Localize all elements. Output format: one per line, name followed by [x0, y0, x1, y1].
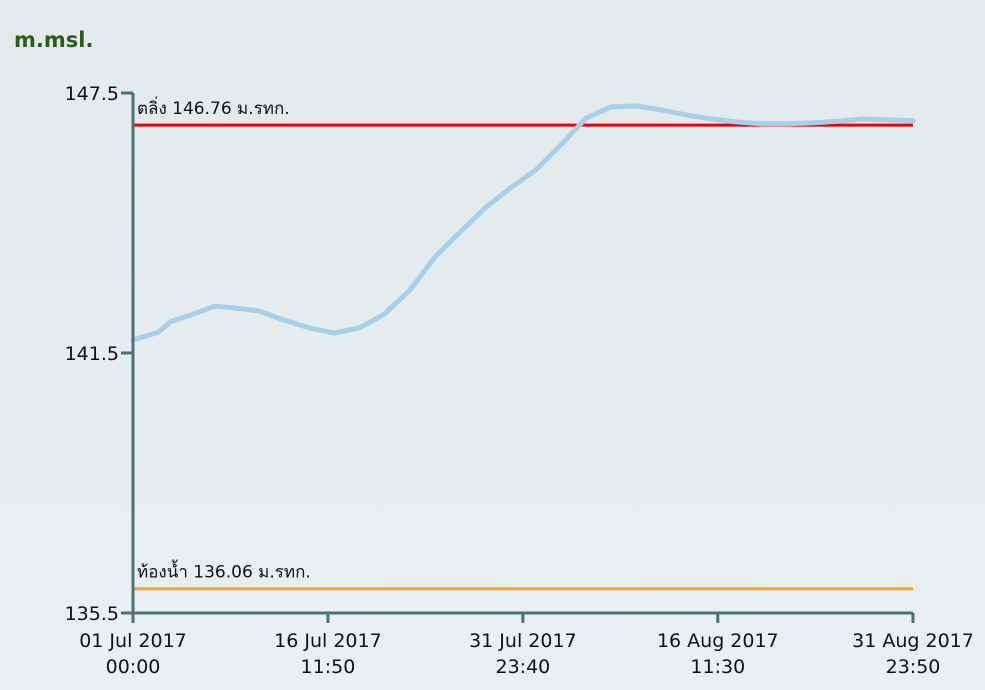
y-axis-label: m.msl. — [14, 28, 93, 52]
data-line — [130, 103, 916, 343]
threshold-label: ตลิ่ง 146.76 ม.รทก. — [137, 96, 290, 119]
x-tick-label: 31 Aug 2017 23:50 — [852, 630, 974, 678]
y-tick-label: 141.5 — [65, 343, 119, 365]
y-tick-label: 135.5 — [65, 603, 119, 625]
x-tick-label: 16 Jul 2017 11:50 — [274, 630, 382, 678]
x-tick-label: 01 Jul 2017 00:00 — [79, 630, 187, 678]
threshold-label: ท้องน้ำ 136.06 ม.รทก. — [137, 560, 311, 583]
x-tick-label: 16 Aug 2017 11:30 — [657, 630, 779, 678]
y-tick-label: 147.5 — [65, 83, 119, 105]
x-tick-label: 31 Jul 2017 23:40 — [469, 630, 577, 678]
